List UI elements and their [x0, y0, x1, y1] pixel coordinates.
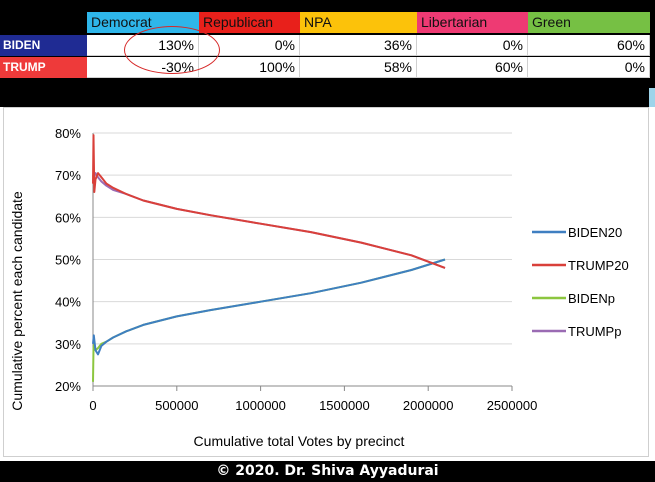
y-tick-label: 30%: [55, 337, 81, 352]
x-tick-label: 1000000: [235, 398, 286, 413]
y-tick-labels: 20% 30% 40% 50% 60% 70% 80%: [55, 126, 81, 394]
x-tick-labels: 0 500000 1000000 1500000 2000000 2500000: [89, 398, 537, 413]
line-chart: 20% 30% 40% 50% 60% 70% 80% 0 500000 1000000 1500…: [9, 126, 629, 449]
table-row-trump: TRUMP -30% 100% 58% 60% 0%: [0, 57, 655, 79]
legend-label-biden20: BIDEN20: [568, 225, 622, 240]
y-tick-label: 40%: [55, 295, 81, 310]
series-line-trumpp: [92, 172, 446, 269]
separator-accent: [649, 88, 655, 108]
x-tick-label: 0: [89, 398, 96, 413]
series-line-biden20: [92, 258, 446, 356]
trump-green-value: 0%: [528, 57, 650, 78]
trump-npa-value: 58%: [300, 57, 417, 78]
highlight-ellipse: [124, 26, 220, 74]
x-tick-label: 500000: [155, 398, 198, 413]
legend-label-trumpp: TRUMPp: [568, 324, 621, 339]
row-label-biden: BIDEN: [0, 35, 87, 56]
table-row-biden: BIDEN 130% 0% 36% 0% 60%: [0, 35, 655, 57]
y-axis-label: Cumulative percent each candidate: [9, 191, 25, 411]
legend-label-bidenp: BIDENp: [568, 291, 615, 306]
series-lines: [92, 134, 446, 382]
y-tick-label: 60%: [55, 210, 81, 225]
header-npa: NPA: [300, 12, 417, 33]
x-tick-label: 2500000: [487, 398, 538, 413]
x-tick-label: 2000000: [403, 398, 454, 413]
copyright-footer: © 2020. Dr. Shiva Ayyadurai: [216, 463, 439, 479]
header-green: Green: [528, 12, 650, 33]
legend-label-trump20: TRUMP20: [568, 258, 629, 273]
x-tick-label: 1500000: [319, 398, 370, 413]
series-line-trump20: [92, 134, 446, 269]
biden-libertarian-value: 0%: [417, 35, 528, 56]
y-tick-label: 20%: [55, 379, 81, 394]
trump-libertarian-value: 60%: [417, 57, 528, 78]
header-libertarian: Libertarian: [417, 12, 528, 33]
chart-area: 20% 30% 40% 50% 60% 70% 80% 0 500000 1000000 1500…: [0, 107, 655, 461]
header-republican: Republican: [199, 12, 300, 33]
row-label-trump: TRUMP: [0, 57, 87, 78]
trump-republican-value: 100%: [199, 57, 300, 78]
gridlines: [92, 132, 513, 391]
x-axis-label: Cumulative total Votes by precinct: [194, 433, 405, 449]
biden-green-value: 60%: [528, 35, 650, 56]
chart-frame: [3, 107, 649, 457]
table-corner-cell: [0, 12, 87, 33]
y-tick-label: 80%: [55, 126, 81, 141]
biden-republican-value: 0%: [199, 35, 300, 56]
biden-npa-value: 36%: [300, 35, 417, 56]
separator-band: [0, 79, 655, 107]
series-line-bidenp: [92, 258, 446, 382]
y-tick-label: 50%: [55, 253, 81, 268]
table-header-row: Democrat Republican NPA Libertarian Gree…: [0, 12, 655, 34]
legend: BIDEN20 TRUMP20 BIDENp TRUMPp: [532, 225, 629, 339]
y-tick-label: 70%: [55, 168, 81, 183]
